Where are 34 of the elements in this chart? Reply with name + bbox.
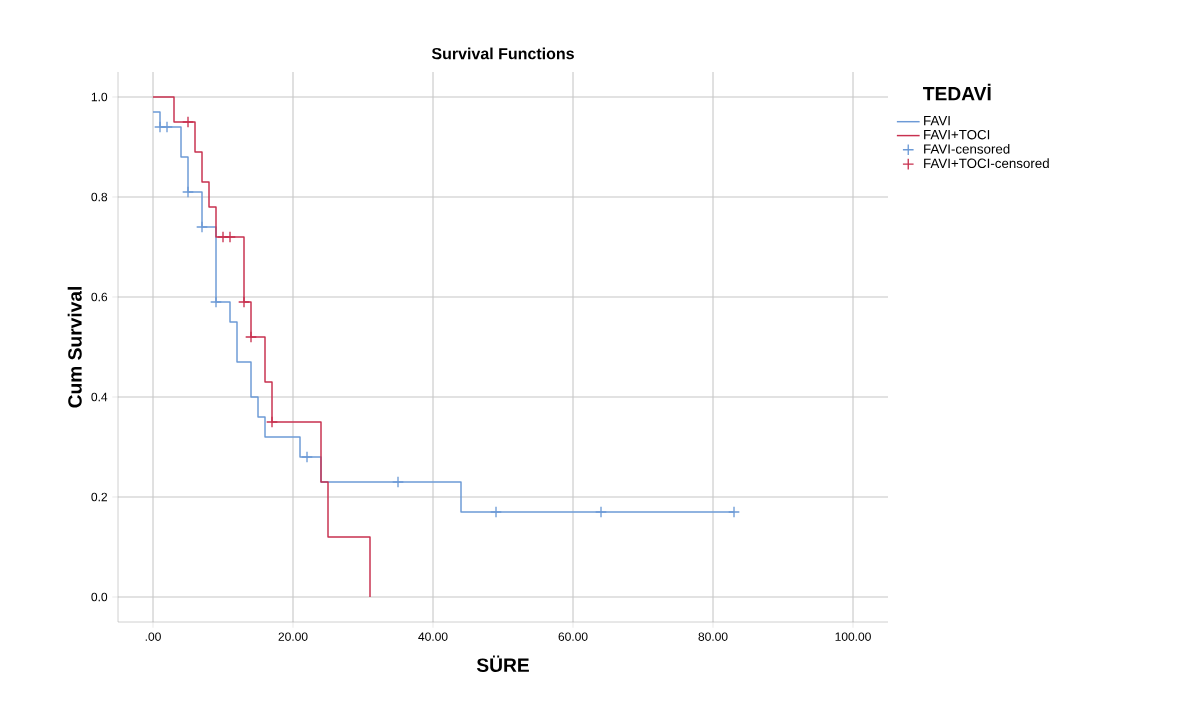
point xyxy=(224,231,237,243)
point xyxy=(210,296,223,308)
x-tick-label: 100.00 xyxy=(835,632,871,641)
y-tick-label: 0.8 xyxy=(91,192,108,202)
x-tick-label: 80.00 xyxy=(698,632,728,641)
y-tick-label: 0.4 xyxy=(91,392,108,402)
x-tick-label: .00 xyxy=(145,632,161,641)
point xyxy=(728,506,741,518)
point xyxy=(392,476,405,488)
x-tick-label: 20.00 xyxy=(278,632,308,641)
point xyxy=(490,506,503,518)
point xyxy=(238,296,251,308)
legend-label: FAVI-censored xyxy=(924,143,1010,154)
point xyxy=(196,220,209,233)
legend-label: FAVI+TOCI xyxy=(924,129,990,140)
point xyxy=(245,331,258,343)
x-tick-label: 40.00 xyxy=(418,632,448,641)
point xyxy=(182,115,195,128)
y-tick-label: 0.0 xyxy=(91,592,108,602)
legend-label: FAVI xyxy=(924,116,950,126)
chart-title: Survival Functions xyxy=(431,47,574,60)
legend-label: FAVI+TOCI-censored xyxy=(924,158,1049,169)
y-axis-title: Cum Survival xyxy=(67,287,82,408)
point xyxy=(182,185,195,198)
point xyxy=(301,451,314,463)
y-tick-label: 0.6 xyxy=(91,292,108,302)
x-axis-title: SÜRE xyxy=(476,655,529,672)
x-tick-label: 60.00 xyxy=(558,632,588,641)
point xyxy=(266,416,279,428)
legend-title: TEDAVİ xyxy=(923,83,991,101)
point xyxy=(161,121,174,133)
y-tick-label: 0.2 xyxy=(91,492,107,502)
y-tick-label: 1.0 xyxy=(91,92,108,102)
point xyxy=(595,506,608,518)
